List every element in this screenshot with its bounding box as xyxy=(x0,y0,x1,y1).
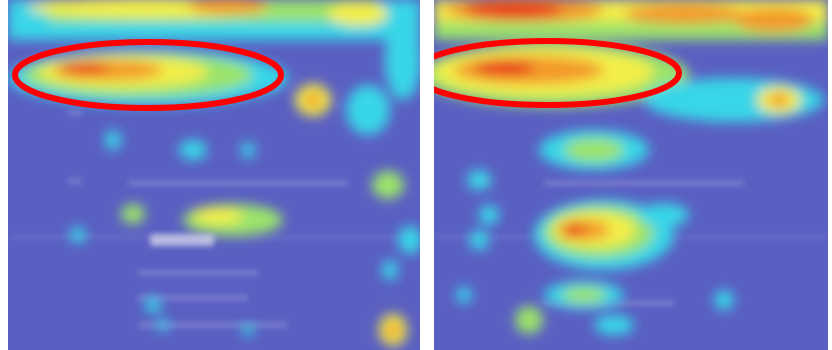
heatmap-right xyxy=(434,0,828,350)
panel-divider xyxy=(422,0,432,350)
annotation-ellipse-right xyxy=(434,38,682,108)
annotation-ellipse-left xyxy=(12,39,284,111)
heat-regions xyxy=(434,0,828,335)
heatmap-panel-right xyxy=(434,0,828,350)
heatmap-left xyxy=(8,0,420,350)
blurred-ui-bar xyxy=(150,234,214,246)
heatmap-panel-left xyxy=(8,0,420,350)
heat-regions xyxy=(8,0,420,346)
